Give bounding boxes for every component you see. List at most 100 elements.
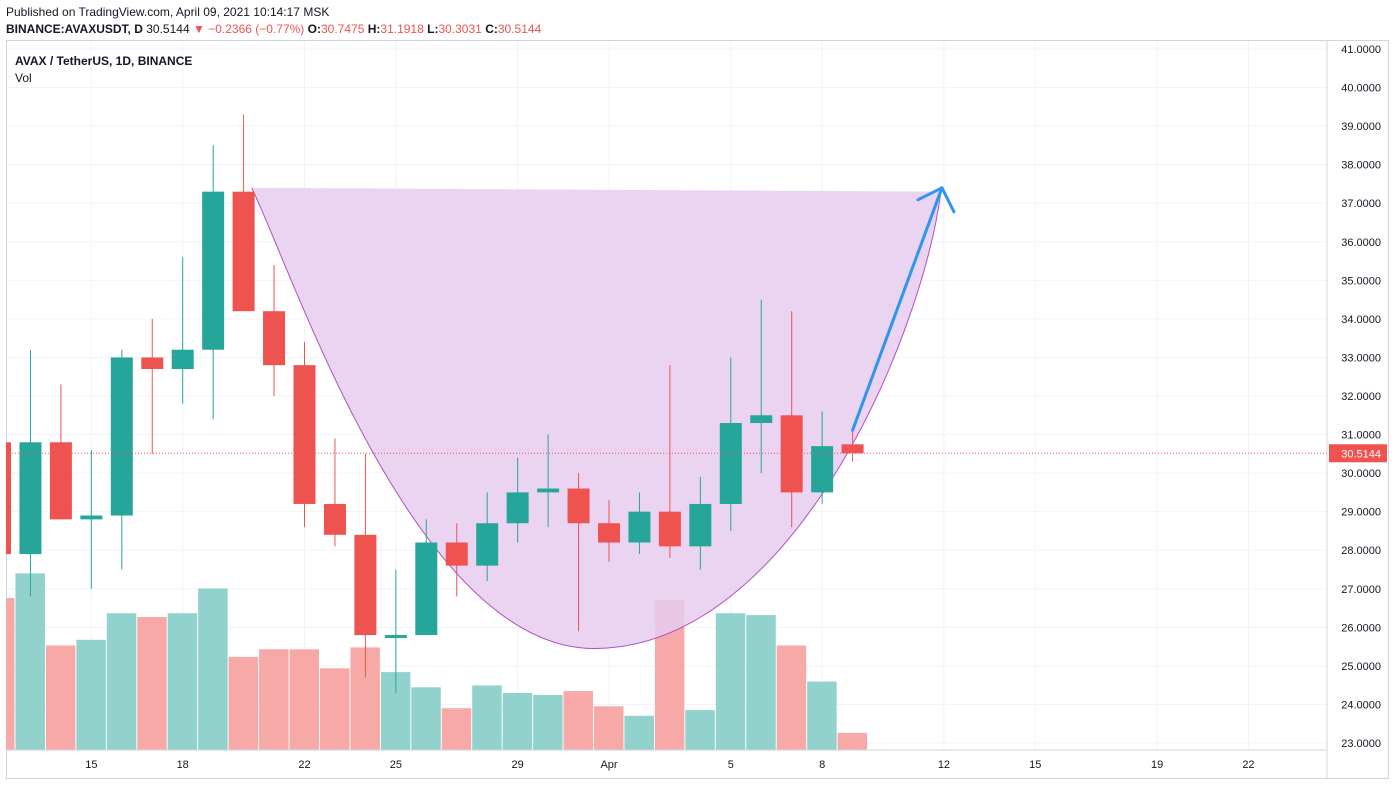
last-price: 30.5144 bbox=[146, 22, 190, 36]
y-tick-label: 40.0000 bbox=[1341, 83, 1381, 95]
candle-body bbox=[384, 635, 407, 639]
y-tick-label: 26.0000 bbox=[1341, 622, 1381, 634]
y-tick-label: 31.0000 bbox=[1341, 430, 1381, 442]
volume-bar bbox=[746, 615, 776, 750]
candle-body bbox=[232, 191, 255, 312]
x-tick-label: 19 bbox=[1151, 759, 1163, 771]
candle-body bbox=[49, 442, 72, 520]
volume-bar bbox=[411, 687, 441, 750]
volume-bar bbox=[563, 691, 594, 750]
volume-bar bbox=[6, 598, 15, 750]
volume-bar bbox=[76, 639, 106, 750]
trend-arrow-head bbox=[916, 186, 956, 214]
cup-pattern-fill bbox=[251, 187, 941, 649]
candle-body bbox=[80, 515, 103, 520]
y-tick-label: 36.0000 bbox=[1341, 237, 1381, 249]
x-tick-label: 18 bbox=[177, 759, 189, 771]
volume-bars bbox=[6, 573, 868, 750]
volume-bar bbox=[319, 668, 350, 750]
volume-bar bbox=[624, 715, 654, 750]
candle-body bbox=[354, 534, 377, 636]
y-tick-label: 38.0000 bbox=[1341, 160, 1381, 172]
y-tick-label: 29.0000 bbox=[1341, 507, 1381, 519]
open-label: O: bbox=[307, 22, 321, 36]
volume-bar bbox=[198, 588, 228, 750]
high-value: 31.1918 bbox=[380, 22, 424, 36]
y-tick-label: 35.0000 bbox=[1341, 275, 1381, 287]
last-price-tag bbox=[1329, 444, 1387, 463]
annotation-overlay bbox=[6, 186, 1327, 454]
volume-bar bbox=[685, 710, 715, 750]
y-tick-label: 30.0000 bbox=[1341, 468, 1381, 480]
volume-bar bbox=[502, 693, 533, 750]
x-tick-label: 8 bbox=[819, 759, 825, 771]
legend-title: AVAX / TetherUS, 1D, BINANCE bbox=[15, 54, 193, 68]
candle-body bbox=[598, 523, 620, 543]
candle-body bbox=[445, 542, 468, 566]
legend-volume-label: Vol bbox=[15, 71, 32, 85]
cup-pattern bbox=[251, 187, 942, 650]
candle-body bbox=[750, 415, 773, 423]
x-tick-label: 25 bbox=[390, 759, 402, 771]
chart-legend: AVAX / TetherUS, 1D, BINANCE Vol bbox=[15, 53, 192, 87]
candle-body bbox=[567, 488, 590, 524]
y-tick-label: 33.0000 bbox=[1341, 352, 1381, 364]
candle-body bbox=[293, 365, 316, 504]
close-value: 30.5144 bbox=[497, 22, 542, 36]
volume-bar bbox=[715, 613, 746, 750]
low-value: 30.3031 bbox=[438, 22, 482, 36]
open-value: 30.7475 bbox=[320, 22, 365, 36]
candle-body bbox=[171, 349, 194, 370]
x-tick-label: 29 bbox=[512, 759, 524, 771]
volume-bar bbox=[259, 649, 289, 750]
y-tick-label: 27.0000 bbox=[1341, 584, 1381, 596]
volume-bar bbox=[472, 685, 502, 750]
volume-bar bbox=[441, 708, 472, 750]
candle-body bbox=[19, 442, 42, 555]
candle-body bbox=[6, 442, 11, 555]
x-tick-label: 12 bbox=[938, 759, 950, 771]
candle-body bbox=[811, 446, 834, 493]
ohlc-header: BINANCE:AVAXUSDT, D 30.5144 ▼ −0.2366 (−… bbox=[6, 22, 541, 36]
y-tick-label: 25.0000 bbox=[1341, 661, 1381, 673]
y-tick-label: 34.0000 bbox=[1341, 314, 1381, 326]
close-label: C: bbox=[485, 22, 498, 36]
y-tick-label: 23.0000 bbox=[1341, 738, 1381, 750]
candle-body bbox=[506, 492, 529, 524]
published-info: Published on TradingView.com, April 09, … bbox=[6, 5, 330, 19]
volume-bar bbox=[15, 573, 45, 750]
volume-bar bbox=[776, 645, 807, 750]
volume-bar bbox=[106, 613, 137, 750]
change-down-icon: ▼ bbox=[192, 22, 205, 36]
x-tick-label: 15 bbox=[85, 759, 97, 771]
x-tick-label: 22 bbox=[298, 759, 310, 771]
candle-body bbox=[719, 422, 742, 504]
candle-body bbox=[141, 357, 164, 370]
volume-bar bbox=[228, 656, 259, 750]
candle-body bbox=[415, 542, 438, 636]
axes: 41.0000 40.0000 39.0000 38.0000 37.0000 36.00… bbox=[6, 41, 1387, 778]
y-tick-label: 41.0000 bbox=[1341, 44, 1381, 56]
chart-frame[interactable] bbox=[6, 40, 1389, 779]
volume-bar bbox=[167, 613, 198, 750]
y-tick-label: 24.0000 bbox=[1341, 699, 1381, 711]
candle-body bbox=[537, 488, 560, 493]
volume-bar bbox=[289, 649, 319, 750]
y-tick-label: 28.0000 bbox=[1341, 545, 1381, 557]
volume-bar bbox=[837, 732, 868, 750]
candle-body bbox=[658, 511, 681, 547]
candle-body bbox=[323, 503, 346, 535]
volume-bar bbox=[45, 645, 76, 750]
candle-body bbox=[263, 311, 286, 366]
x-tick-label: Apr bbox=[600, 759, 617, 771]
symbol-label: BINANCE:AVAXUSDT, D bbox=[6, 22, 143, 36]
volume-bar bbox=[594, 706, 624, 750]
low-label: L: bbox=[427, 22, 439, 36]
candle-body bbox=[202, 191, 225, 350]
volume-bar bbox=[807, 681, 837, 750]
candle-body bbox=[476, 523, 499, 566]
x-tick-label: 5 bbox=[728, 759, 734, 771]
candle-body bbox=[841, 444, 864, 454]
last-price-label: 30.5144 bbox=[1341, 448, 1381, 460]
